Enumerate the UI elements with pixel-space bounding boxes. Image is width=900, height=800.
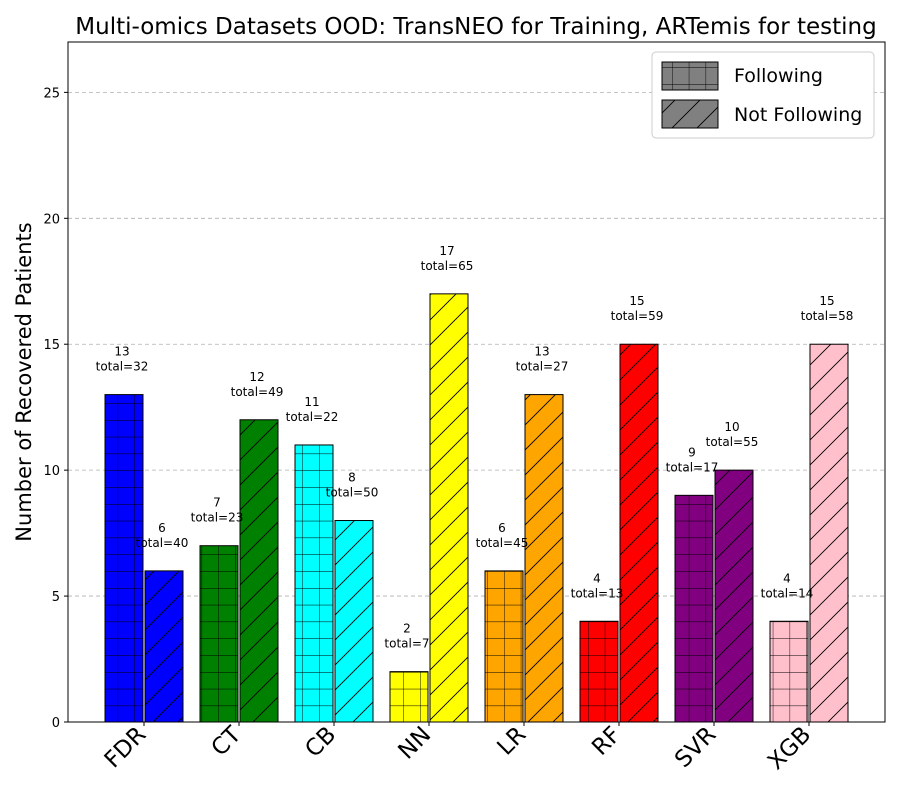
chart-title: Multi-omics Datasets OOD: TransNEO for T… — [75, 14, 876, 40]
y-tick-label: 15 — [43, 338, 60, 353]
bar-hatch — [809, 343, 849, 723]
x-tick-label: CB — [300, 722, 341, 763]
data-label-value: 17 — [439, 244, 454, 258]
bar-hatch — [619, 343, 659, 723]
data-label-value: 10 — [724, 420, 739, 434]
data-label-value: 13 — [534, 345, 549, 359]
x-tick-label: SVR — [670, 722, 721, 773]
bar-hatch — [144, 570, 184, 723]
bar-hatch — [239, 419, 279, 723]
data-label-total: total=50 — [326, 486, 379, 500]
bar-nn-following — [389, 671, 429, 723]
data-labels: 13total=326total=407total=2312total=4911… — [96, 244, 854, 651]
x-tick-label: RF — [587, 722, 626, 761]
bar-hatch — [389, 671, 429, 723]
data-label-value: 15 — [819, 294, 834, 308]
legend-swatch-following-hatch — [661, 61, 719, 91]
data-label-total: total=32 — [96, 360, 149, 374]
data-label-total: total=22 — [286, 410, 339, 424]
data-label-value: 2 — [403, 622, 411, 636]
plot-frame — [67, 41, 886, 723]
bar-cb-not-following — [334, 520, 374, 723]
bar-svr-not-following — [714, 469, 754, 723]
bar-cb-following — [294, 444, 334, 723]
data-label-total: total=23 — [191, 511, 244, 525]
bar-lr-not-following — [524, 394, 564, 723]
y-tick-label: 20 — [43, 212, 60, 227]
bar-xgb-not-following — [809, 343, 849, 723]
bar-hatch — [199, 545, 239, 723]
data-label-value: 9 — [688, 445, 696, 459]
x-tick-label: FDR — [100, 722, 152, 774]
data-label-total: total=58 — [801, 309, 854, 323]
data-label-value: 13 — [114, 345, 129, 359]
data-label-value: 7 — [213, 496, 221, 510]
data-label-value: 8 — [348, 471, 356, 485]
y-tick-label: 5 — [52, 590, 60, 605]
data-label-value: 6 — [498, 521, 506, 535]
data-label-value: 15 — [629, 294, 644, 308]
x-tick-label: XGB — [763, 722, 816, 775]
legend-swatch-not-following-hatch — [661, 99, 719, 129]
data-label-total: total=13 — [571, 586, 624, 600]
x-axis-ticks: FDR CT CB NN LR RF SVR XGB — [100, 721, 817, 775]
bar-hatch — [294, 444, 334, 723]
bar-svr-following — [674, 494, 714, 723]
bar-ct-not-following — [239, 419, 279, 723]
x-tick-label: NN — [394, 722, 437, 765]
bar-hatch — [579, 620, 619, 723]
bar-ct-following — [199, 545, 239, 723]
data-label-total: total=65 — [421, 259, 474, 273]
bar-fdr-not-following — [144, 570, 184, 723]
y-tick-label: 25 — [43, 86, 60, 101]
data-label-total: total=17 — [666, 460, 719, 474]
data-label-value: 11 — [304, 395, 319, 409]
legend-item-not-following: Not Following — [661, 99, 862, 129]
data-label-value: 4 — [783, 571, 791, 585]
x-tick-label: CT — [207, 721, 247, 761]
bar-lr-following — [484, 570, 524, 723]
bar-hatch — [674, 494, 714, 723]
y-tick-label: 0 — [52, 716, 60, 731]
data-label-value: 12 — [249, 370, 264, 384]
data-label-total: total=14 — [761, 586, 814, 600]
bar-nn-not-following — [429, 293, 469, 723]
data-label-total: total=40 — [136, 536, 189, 550]
data-label-total: total=49 — [231, 385, 284, 399]
legend: Following Not Following — [651, 51, 875, 139]
data-label-total: total=7 — [384, 637, 429, 651]
x-tick-label: LR — [492, 722, 531, 761]
bar-hatch — [484, 570, 524, 723]
y-axis-label: Number of Recovered Patients — [12, 222, 36, 541]
bar-rf-following — [579, 620, 619, 723]
legend-label-not-following: Not Following — [734, 104, 862, 126]
bar-hatch — [714, 469, 754, 723]
bar-hatch — [769, 620, 809, 723]
bar-hatch — [429, 293, 469, 723]
data-label-total: total=27 — [516, 360, 569, 374]
data-label-total: total=45 — [476, 536, 529, 550]
data-label-total: total=55 — [706, 435, 759, 449]
bar-hatch — [104, 394, 144, 723]
bar-rf-not-following — [619, 343, 659, 723]
bar-hatch — [334, 520, 374, 723]
data-label-total: total=59 — [611, 309, 664, 323]
bar-xgb-following — [769, 620, 809, 723]
y-tick-label: 10 — [43, 464, 60, 479]
data-label-value: 4 — [593, 571, 601, 585]
bar-fdr-following — [104, 394, 144, 723]
legend-item-following: Following — [661, 61, 823, 91]
data-label-value: 6 — [158, 521, 166, 535]
legend-label-following: Following — [734, 65, 823, 87]
y-axis-ticks: 0 5 10 15 20 25 — [43, 86, 68, 731]
bar-hatch — [524, 394, 564, 723]
bars — [104, 293, 849, 723]
